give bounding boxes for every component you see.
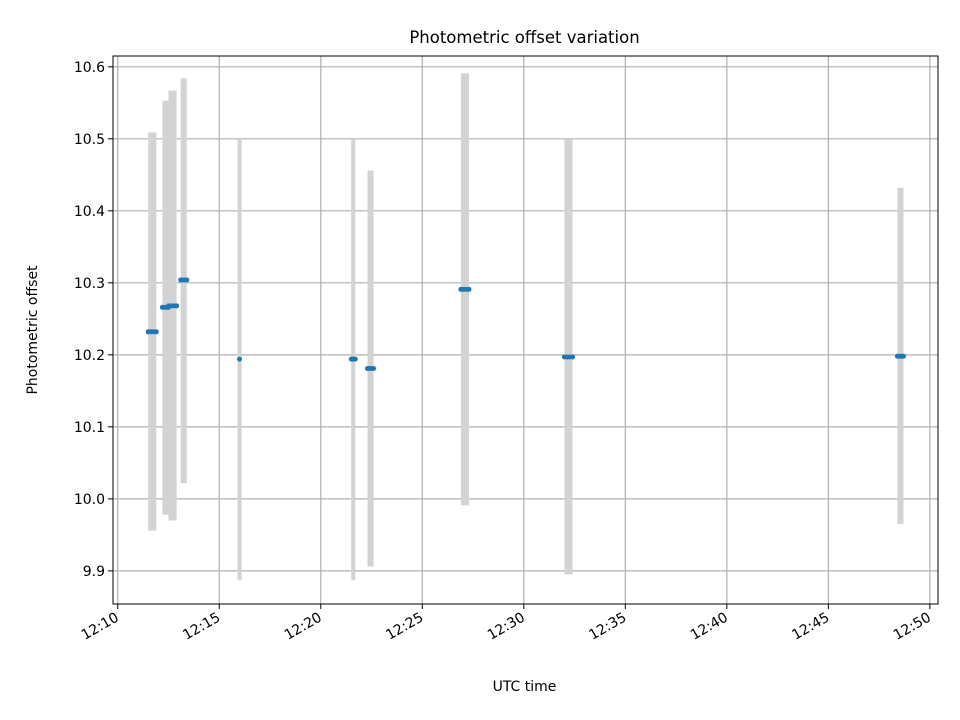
data-point-sample <box>352 356 358 362</box>
data-point-sample <box>900 353 906 359</box>
y-tick-label: 10.5 <box>74 132 105 148</box>
x-axis-label: UTC time <box>493 679 557 695</box>
y-tick-label: 10.2 <box>74 348 105 364</box>
y-axis-ticks: 9.9 10.0 10.1 10.2 10.3 10.4 10.5 10.6 <box>74 60 113 580</box>
y-axis-label: Photometric offset <box>25 265 41 395</box>
data-point-sample <box>184 277 190 283</box>
chart-title: Photometric offset variation <box>409 28 639 47</box>
y-tick-label: 10.0 <box>74 492 105 508</box>
data-points <box>145 277 906 372</box>
data-point-sample <box>371 366 377 372</box>
y-tick-label: 10.6 <box>74 60 105 76</box>
data-point-sample <box>570 354 576 360</box>
data-point-sample <box>153 329 159 335</box>
data-point-sample <box>174 303 180 309</box>
y-tick-label: 10.3 <box>74 276 105 292</box>
y-tick-label: 10.4 <box>74 204 105 220</box>
data-point <box>237 356 243 362</box>
y-tick-label: 10.1 <box>74 420 105 436</box>
y-tick-label: 9.9 <box>83 564 105 580</box>
data-point-sample <box>466 286 472 292</box>
grid <box>113 56 938 604</box>
plot-frame <box>112 55 939 605</box>
